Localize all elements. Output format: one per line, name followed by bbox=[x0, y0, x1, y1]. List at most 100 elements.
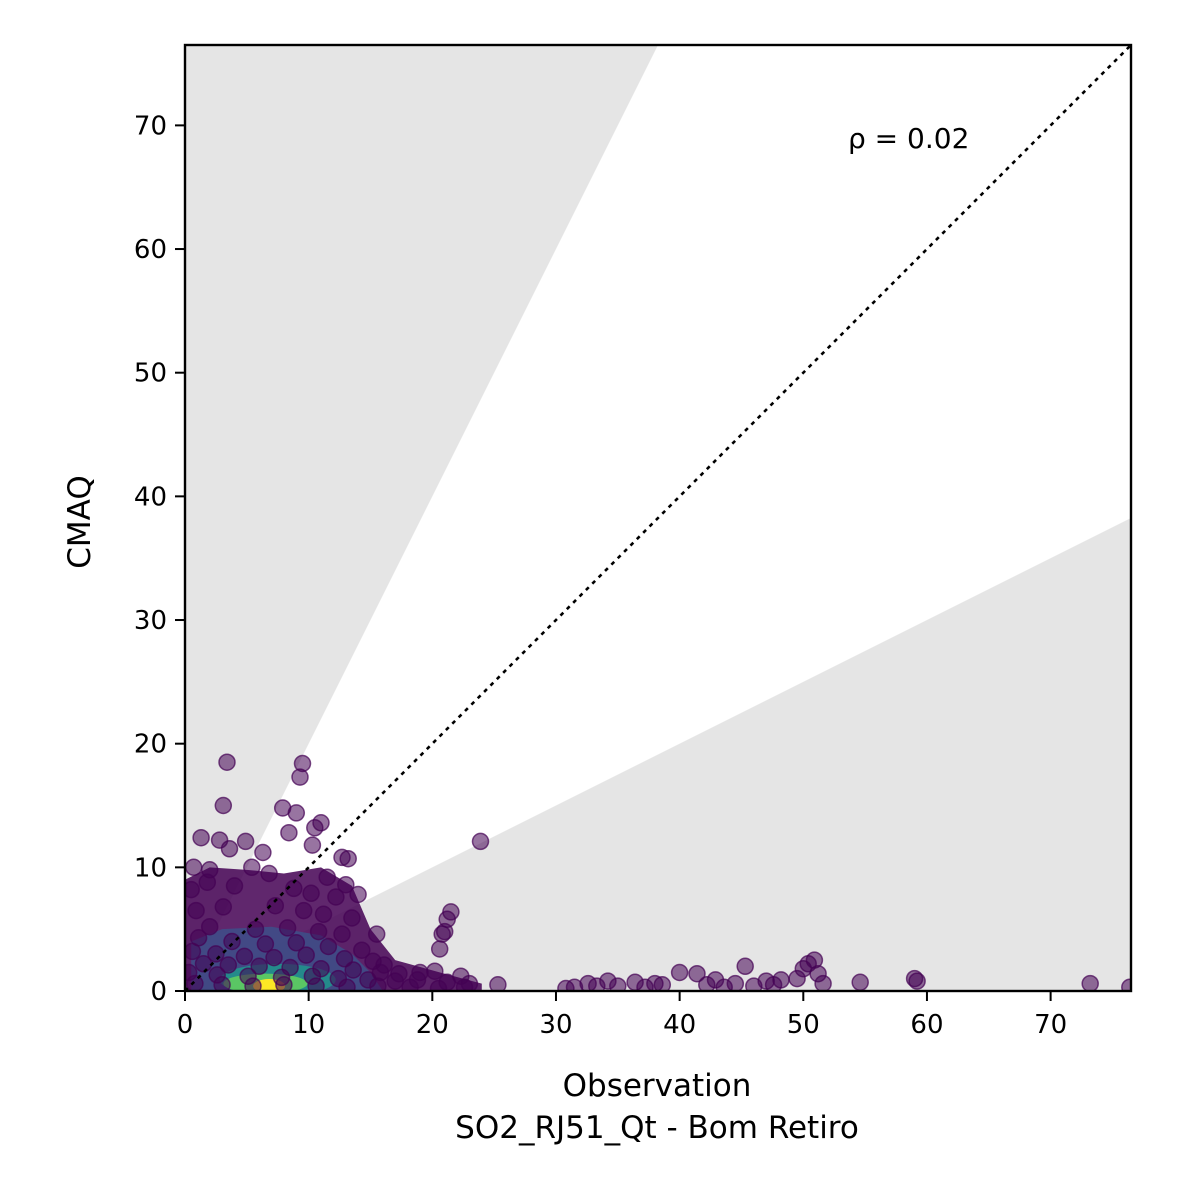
y-tick-label: 40 bbox=[134, 482, 167, 512]
scatter-point bbox=[192, 828, 210, 847]
scatter-point bbox=[339, 849, 357, 868]
scatter-point bbox=[294, 901, 313, 920]
scatter-point bbox=[260, 864, 278, 883]
y-tick-label: 50 bbox=[134, 359, 167, 389]
scatter-point bbox=[235, 947, 254, 966]
x-tick-label: 50 bbox=[787, 1010, 820, 1040]
one-to-one-line bbox=[184, 44, 1132, 992]
scatter-point bbox=[429, 979, 448, 991]
scatter-point bbox=[306, 819, 324, 837]
scatter-point bbox=[220, 840, 239, 858]
x-tick-label: 60 bbox=[910, 1010, 943, 1040]
y-tick-label: 0 bbox=[150, 977, 167, 1007]
scatter-point bbox=[726, 974, 745, 991]
x-tick-label: 70 bbox=[1034, 1010, 1067, 1040]
correlation-annotation: ρ = 0.02 bbox=[848, 122, 969, 155]
y-tick-label: 60 bbox=[134, 235, 167, 265]
scatter-point bbox=[275, 976, 293, 991]
scatter-point bbox=[435, 922, 454, 941]
scatter-point bbox=[309, 922, 328, 941]
scatter-point bbox=[455, 978, 474, 991]
x-tick-label: 0 bbox=[177, 1010, 194, 1040]
scatter-point bbox=[280, 823, 298, 842]
scatter-point bbox=[250, 957, 268, 976]
scatter-point bbox=[297, 946, 315, 964]
y-tick-label: 70 bbox=[134, 111, 167, 141]
scatter-point bbox=[200, 917, 219, 936]
scatter-point bbox=[401, 978, 419, 991]
scatter-point bbox=[327, 888, 345, 906]
scatter-point bbox=[653, 976, 672, 991]
scatter-point bbox=[337, 875, 355, 894]
scatter-point bbox=[214, 796, 233, 815]
scatter-point bbox=[772, 971, 790, 989]
scatter-point bbox=[367, 925, 386, 943]
scatter-point bbox=[244, 977, 262, 991]
y-axis-ticks: 0 10 20 30 40 50 60 70 bbox=[134, 111, 185, 1007]
scatter-point bbox=[471, 832, 490, 851]
scatter-point bbox=[287, 934, 306, 952]
x-tick-label: 10 bbox=[292, 1010, 325, 1040]
scatter-point bbox=[266, 896, 285, 915]
x-axis-label: Observation bbox=[563, 1068, 752, 1104]
scatter-point bbox=[254, 843, 272, 862]
scatter-point bbox=[223, 932, 241, 951]
scatter-point bbox=[243, 858, 261, 877]
x-tick-label: 40 bbox=[663, 1010, 696, 1040]
scatter-point bbox=[344, 961, 362, 979]
scatter-point bbox=[489, 976, 507, 991]
scatter-point bbox=[814, 974, 832, 991]
scatter-point bbox=[343, 909, 361, 927]
scatter-point bbox=[369, 977, 387, 991]
scatter-point bbox=[186, 974, 204, 991]
scatter-point bbox=[386, 972, 404, 990]
lower-shaded-region bbox=[185, 518, 1131, 991]
scatter-point bbox=[307, 977, 325, 991]
scatter-point bbox=[430, 940, 449, 958]
scatter-point bbox=[670, 963, 689, 982]
x-axis-ticks: 0 10 20 30 40 50 60 70 bbox=[177, 991, 1067, 1040]
scatter-point bbox=[338, 978, 356, 991]
scatter-point bbox=[219, 956, 238, 974]
scatter-point bbox=[265, 948, 283, 967]
scatter-point bbox=[185, 942, 202, 961]
scatter-point bbox=[851, 973, 869, 991]
scatter-point bbox=[287, 804, 306, 822]
scatter-points bbox=[185, 753, 1131, 991]
scatter-point bbox=[426, 962, 444, 980]
x-axis-sublabel: SO2_RJ51_Qt - Bom Retiro bbox=[455, 1110, 859, 1146]
scatter-point bbox=[333, 925, 351, 943]
scatter-point bbox=[302, 884, 320, 903]
scatter-point bbox=[609, 977, 627, 991]
y-tick-label: 10 bbox=[134, 853, 167, 883]
scatter-point bbox=[246, 920, 265, 938]
scatter-point bbox=[908, 972, 926, 990]
scatter-point bbox=[314, 905, 333, 924]
scatter-point bbox=[194, 955, 213, 973]
y-axis-label: CMAQ bbox=[62, 475, 98, 568]
scatter-point bbox=[185, 858, 203, 877]
scatter-point bbox=[303, 836, 322, 854]
scatter-point bbox=[1081, 974, 1099, 991]
y-tick-label: 20 bbox=[134, 730, 167, 760]
scatter-point bbox=[185, 880, 200, 899]
scatter-point bbox=[318, 868, 336, 886]
scatter-point bbox=[218, 753, 236, 771]
scatter-point bbox=[353, 941, 371, 959]
scatter-point bbox=[198, 873, 217, 891]
scatter-point bbox=[319, 937, 338, 956]
x-tick-label: 20 bbox=[416, 1010, 449, 1040]
scatter-point bbox=[349, 885, 367, 904]
scatter-point bbox=[225, 877, 244, 895]
scatter-point bbox=[736, 957, 754, 976]
scatter-point bbox=[187, 901, 205, 920]
scatter-point bbox=[214, 898, 233, 916]
scatter-point bbox=[688, 964, 706, 983]
y-tick-label: 30 bbox=[134, 606, 167, 636]
scatter-point bbox=[236, 832, 255, 851]
scatter-point bbox=[213, 976, 231, 991]
scatter-point bbox=[278, 919, 297, 937]
x-tick-label: 30 bbox=[539, 1010, 572, 1040]
scatter-point bbox=[256, 935, 275, 953]
